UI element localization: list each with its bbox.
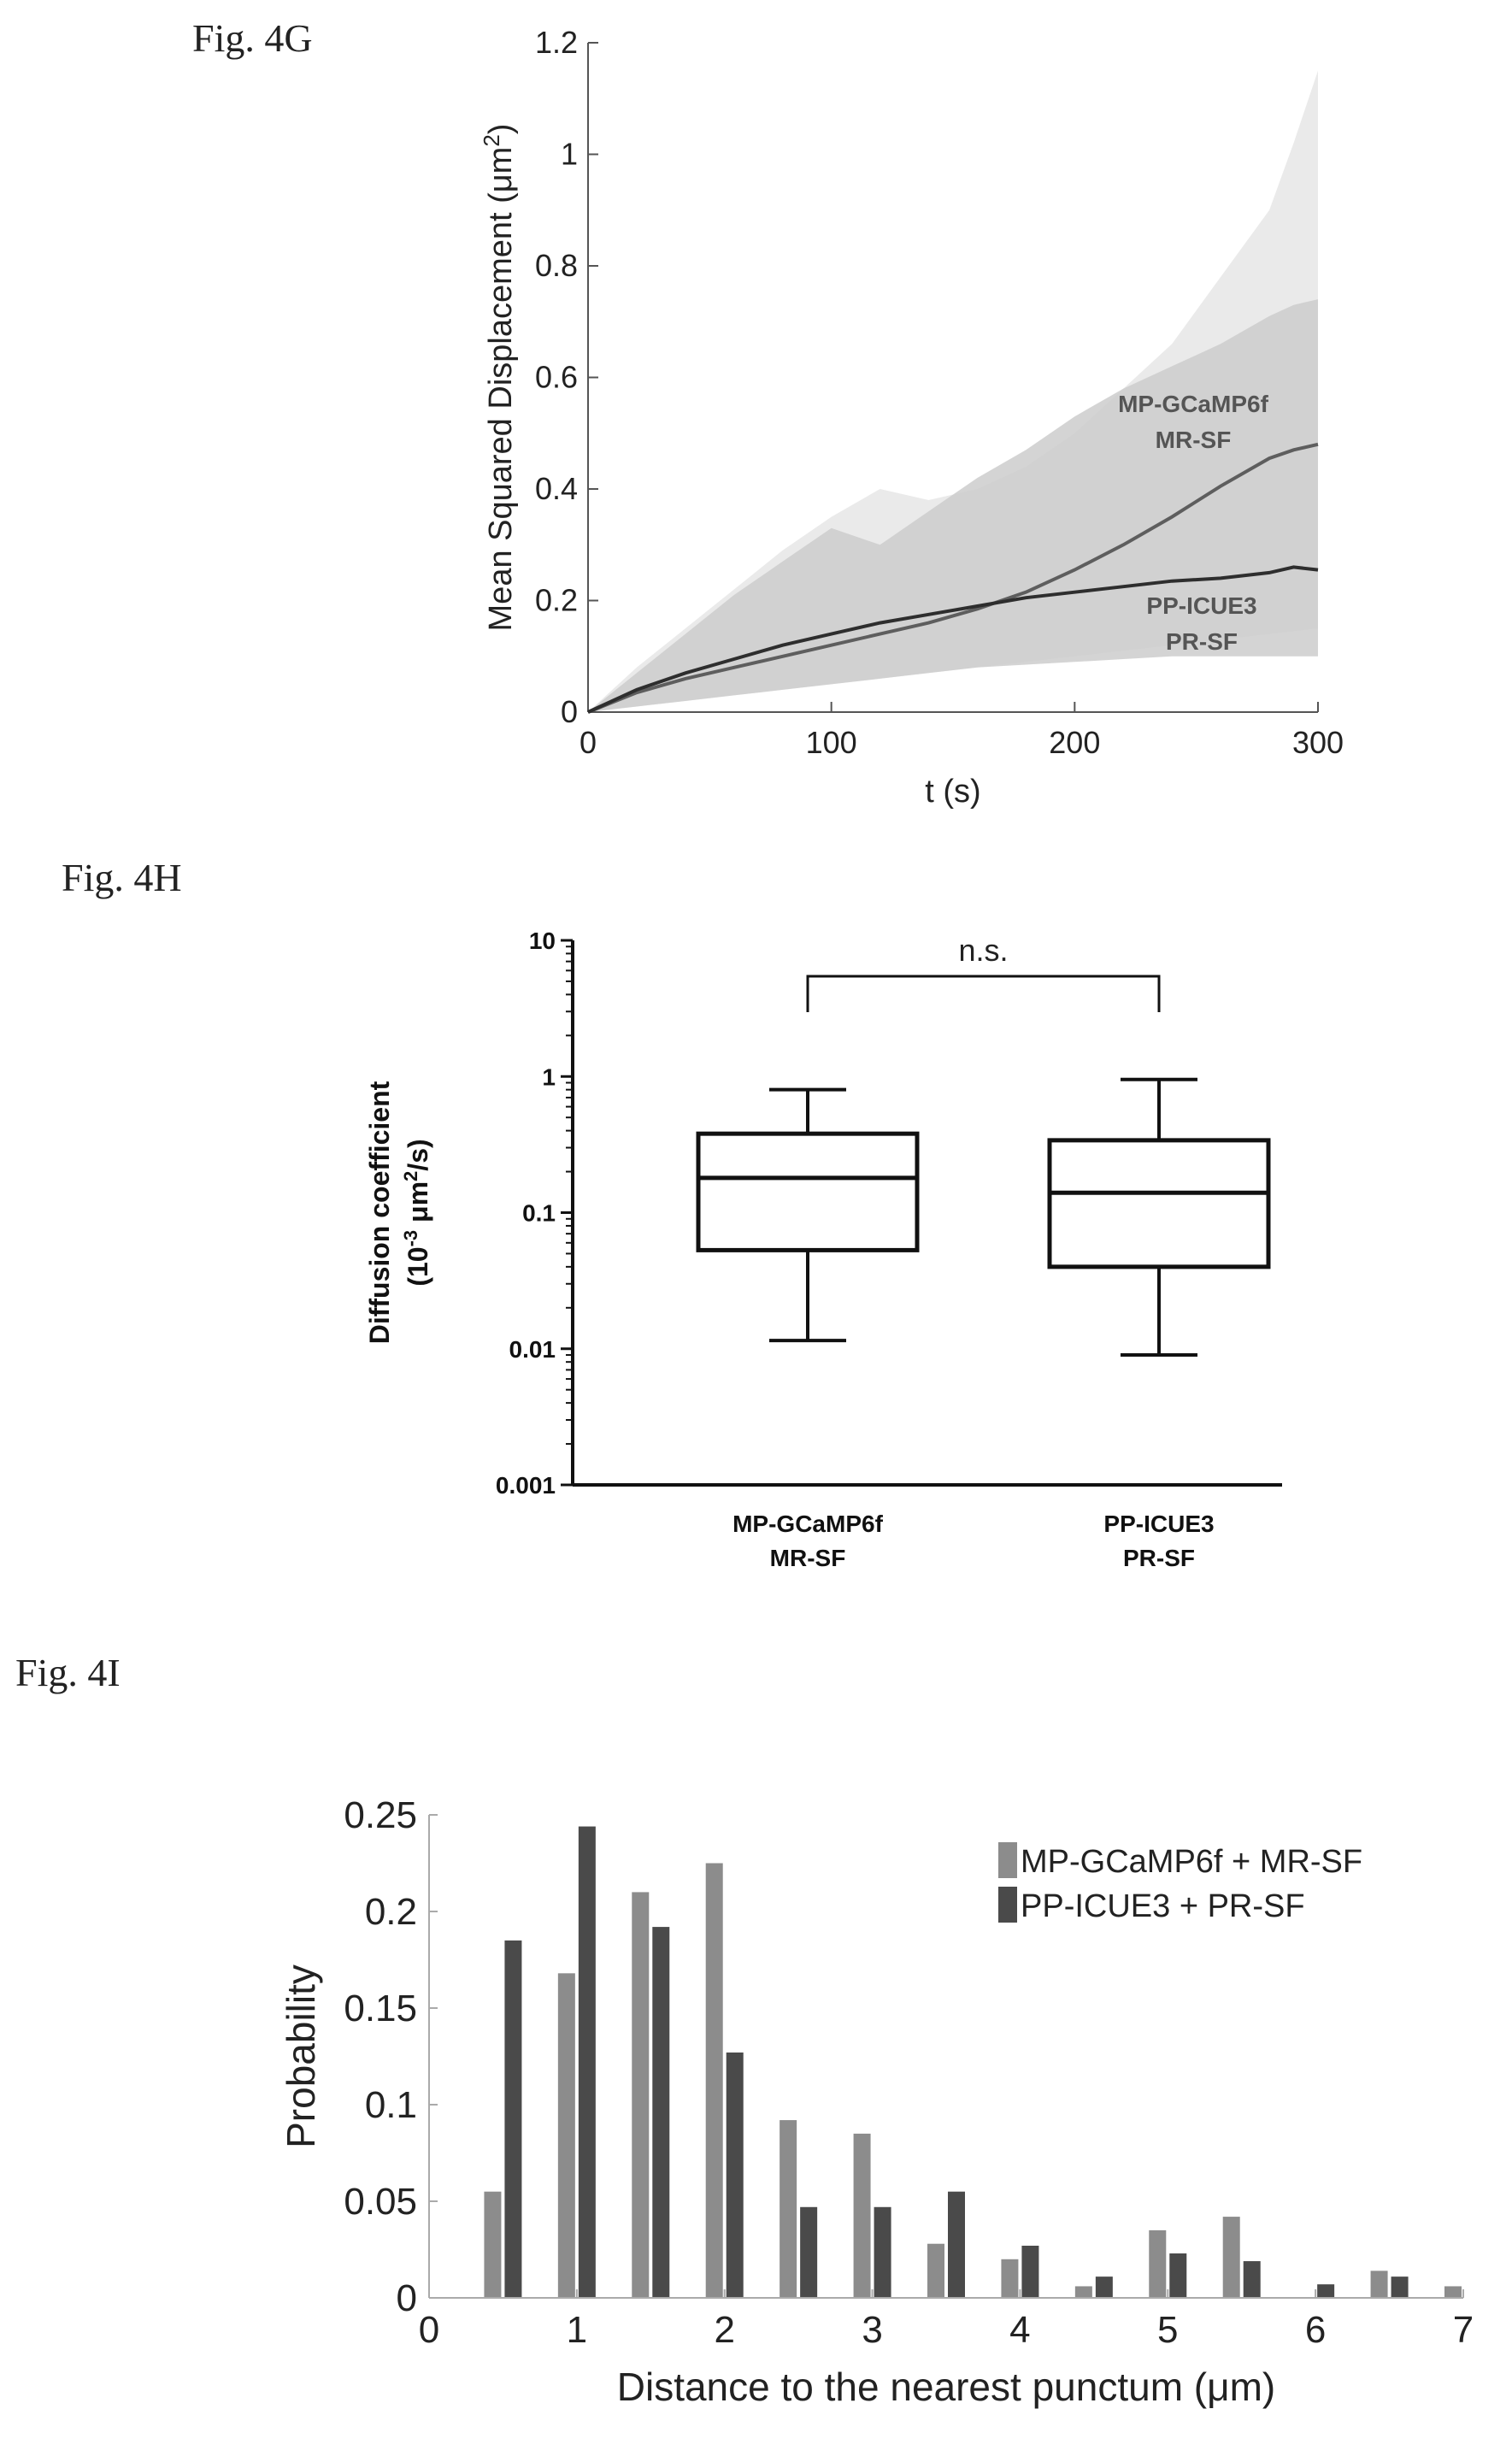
- msd-x-tick-label: 300: [1292, 725, 1344, 760]
- box-category-label: PR-SF: [1123, 1545, 1195, 1571]
- histogram-bar: [632, 1892, 650, 2298]
- histogram-x-tick-label: 2: [714, 2309, 734, 2351]
- box-rect: [1047, 1138, 1271, 1269]
- histogram-bar: [948, 2191, 965, 2298]
- histogram-bar: [874, 2206, 891, 2298]
- histogram-y-tick-label: 0.1: [365, 2084, 417, 2126]
- histogram-bar: [504, 1940, 522, 2298]
- msd-y-tick-label: 0.4: [535, 471, 578, 506]
- msd-chart: 0 0.2 0.4 0.6 0.8 1 1.2 0 100 200 300 t (s) Mean Squ…: [479, 25, 1344, 810]
- histogram-y-tick-label: 0.2: [365, 1891, 417, 1933]
- msd-y-tick-label: 0: [561, 694, 578, 729]
- histogram-bar: [726, 2052, 744, 2298]
- box-y-tick-label: 0.1: [522, 1200, 556, 1227]
- msd-x-tick-label: 100: [806, 725, 857, 760]
- distance-histogram: 0 0.05 0.1 0.15 0.2 0.25 0 1 2 3 4 5 6 7 Distance to t…: [279, 1794, 1474, 2409]
- box-y-axis-title-line2: (10-3 μm2/s): [400, 1139, 433, 1286]
- histogram-bar: [853, 2133, 871, 2298]
- histogram-bar: [1021, 2245, 1039, 2298]
- histogram-y-tick-label: 0.25: [344, 1794, 417, 1836]
- histogram-x-tick-label: 6: [1305, 2309, 1326, 2351]
- fig-4h-label: Fig. 4H: [62, 856, 182, 899]
- histogram-bar: [927, 2243, 944, 2298]
- histogram-bar: [484, 2191, 502, 2298]
- histogram-bar: [1243, 2261, 1261, 2298]
- histogram-bar: [1001, 2259, 1019, 2298]
- msd-y-axis-title-end: ): [483, 124, 519, 135]
- histogram-bar: [1149, 2229, 1167, 2298]
- histogram-x-tick-label: 0: [419, 2309, 439, 2351]
- box-category-label: PP-ICUE3: [1103, 1511, 1214, 1537]
- fig-4i-label: Fig. 4I: [15, 1651, 121, 1694]
- msd-series-annotation: MR-SF: [1156, 427, 1232, 453]
- box-y-tick-label: 0.01: [509, 1336, 556, 1363]
- msd-y-tick-label: 1: [561, 137, 578, 172]
- msd-series-line-1: [587, 442, 1319, 714]
- msd-series-line-2: [587, 565, 1319, 714]
- histogram-x-tick-label: 4: [1009, 2309, 1030, 2351]
- histogram-y-tick-label: 0.15: [344, 1988, 417, 2029]
- msd-y-tick-label: 0.6: [535, 360, 578, 395]
- msd-y-axis-title-main: Mean Squared Displacement (μm: [483, 147, 519, 632]
- histogram-legend-label: MP-GCaMP6f + MR-SF: [1021, 1844, 1362, 1880]
- box-y-tick-label: 1: [542, 1063, 556, 1090]
- histogram-y-tick-label: 0: [397, 2277, 417, 2319]
- box-y-title-part: μm: [403, 1181, 433, 1230]
- box-y-title-part: -3: [400, 1230, 421, 1247]
- histogram-bar: [1095, 2276, 1113, 2298]
- msd-series-annotation: PR-SF: [1166, 628, 1238, 655]
- histogram-bar: [1074, 2286, 1092, 2298]
- histogram-bar: [652, 1927, 670, 2298]
- msd-y-tick-label: 0.2: [535, 583, 578, 618]
- box-y-title-part: /s): [403, 1139, 433, 1170]
- histogram-legend-swatch: [998, 1842, 1017, 1878]
- histogram-legend-swatch: [998, 1887, 1017, 1923]
- msd-y-axis-title: Mean Squared Displacement (μm2): [479, 124, 519, 632]
- histogram-x-tick-label: 7: [1453, 2309, 1474, 2351]
- msd-band-2: [588, 299, 1318, 712]
- msd-y-tick-label: 1.2: [535, 25, 578, 60]
- box-y-tick-label: 0.001: [496, 1472, 556, 1499]
- histogram-x-tick-label: 1: [567, 2309, 587, 2351]
- histogram-x-tick-label: 3: [862, 2309, 882, 2351]
- histogram-bar: [1317, 2284, 1335, 2298]
- msd-x-tick-label: 200: [1049, 725, 1100, 760]
- histogram-bar: [1391, 2276, 1409, 2298]
- box-category-label: MR-SF: [770, 1545, 846, 1571]
- box-y-axis-title-line1: Diffusion coefficient: [364, 1081, 395, 1344]
- box-y-title-part: 2: [400, 1171, 421, 1181]
- histogram-legend-label: PP-ICUE3 + PR-SF: [1021, 1888, 1305, 1924]
- box-group-2: PP-ICUE3 PR-SF: [1047, 1077, 1271, 1571]
- box-y-tick-label: 10: [529, 928, 556, 954]
- significance-bracket: [806, 975, 1161, 1012]
- significance-label: n.s.: [958, 933, 1008, 968]
- msd-x-axis-title: t (s): [925, 774, 980, 810]
- fig-4g-label: Fig. 4G: [192, 16, 313, 60]
- histogram-bar: [578, 1826, 596, 2298]
- histogram-y-axis-title: Probability: [279, 1964, 323, 2148]
- histogram-x-tick-label: 5: [1157, 2309, 1178, 2351]
- msd-series-annotation: PP-ICUE3: [1146, 592, 1256, 619]
- msd-y-tick-label: 0.8: [535, 248, 578, 283]
- histogram-bar: [1169, 2253, 1187, 2298]
- histogram-bar: [780, 2120, 797, 2298]
- box-rect: [696, 1131, 920, 1252]
- msd-x-tick-label: 0: [580, 725, 597, 760]
- msd-series-annotation: MP-GCaMP6f: [1118, 391, 1268, 417]
- histogram-bar: [705, 1863, 723, 2298]
- histogram-bar: [1370, 2271, 1388, 2298]
- histogram-bar: [1222, 2217, 1240, 2298]
- box-category-label: MP-GCaMP6f: [732, 1511, 883, 1537]
- box-y-title-part: (10: [403, 1246, 433, 1286]
- histogram-x-axis-title: Distance to the nearest punctum (μm): [617, 2365, 1276, 2409]
- histogram-bar: [1444, 2286, 1462, 2298]
- histogram-bar: [800, 2206, 818, 2298]
- histogram-bar: [557, 1973, 575, 2298]
- histogram-y-tick-label: 0.05: [344, 2181, 417, 2223]
- msd-y-axis-title-sup: 2: [479, 134, 504, 146]
- box-group-1: MP-GCaMP6f MR-SF: [696, 1087, 920, 1571]
